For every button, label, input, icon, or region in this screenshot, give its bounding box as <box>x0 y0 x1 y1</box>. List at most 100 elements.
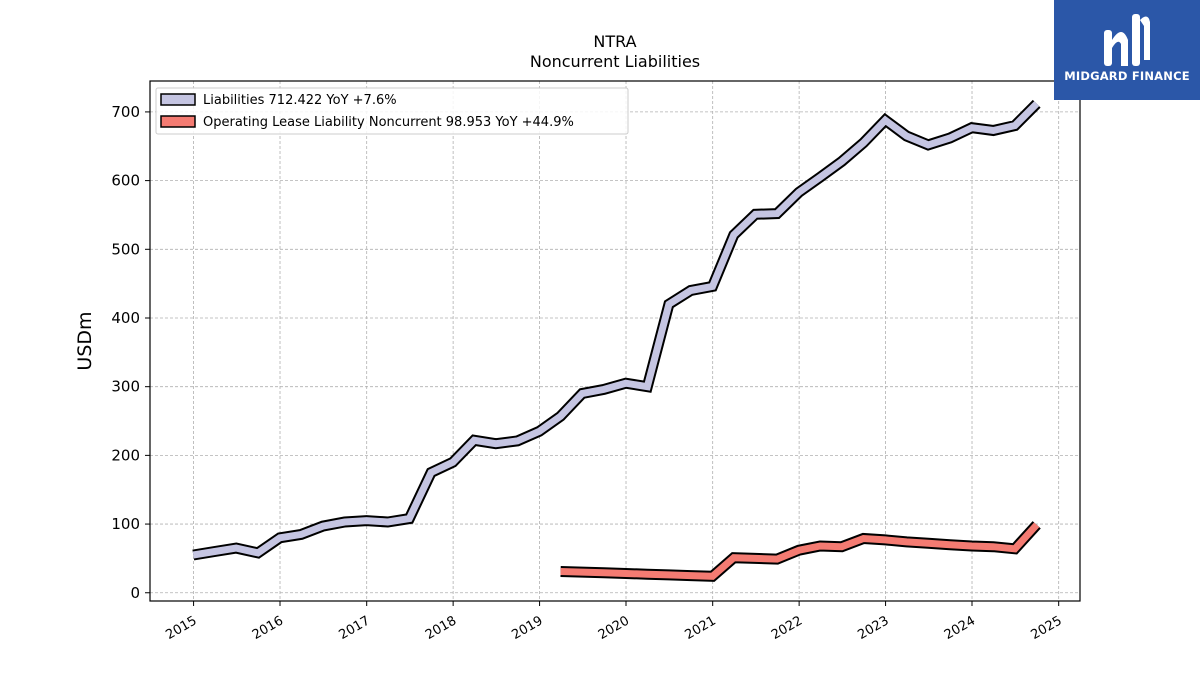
series-operating-lease-liability-noncurrent-point <box>950 544 951 545</box>
y-axis: 0 100 200 300 400 500 600 700 <box>111 103 150 602</box>
series-liabilities-point <box>344 522 345 523</box>
series-liabilities-point <box>193 555 194 556</box>
brand-logo-text: MIDGARD FINANCE <box>1064 69 1190 83</box>
series-liabilities-point <box>604 389 605 390</box>
series-liabilities-point <box>474 440 475 441</box>
x-tick-label: 2019 <box>509 613 545 643</box>
series-operating-lease-liability-noncurrent-point <box>582 572 583 573</box>
series-liabilities-point <box>452 462 453 463</box>
grid <box>150 81 1080 601</box>
brand-logo: MIDGARD FINANCE <box>1054 0 1200 100</box>
x-tick-label: 2018 <box>423 613 459 643</box>
y-tick-label: 300 <box>111 378 140 396</box>
series-operating-lease-liability-noncurrent-point <box>820 546 821 547</box>
series-liabilities-point <box>906 136 907 137</box>
series-operating-lease-liability-noncurrent-point <box>712 576 713 577</box>
series-liabilities-point <box>279 537 280 538</box>
x-tick-label: 2020 <box>596 613 632 643</box>
series-liabilities-outline <box>192 99 1041 561</box>
y-tick-label: 200 <box>111 446 140 464</box>
legend: Liabilities 712.422 YoY +7.6% Operating … <box>155 87 629 135</box>
x-tick-label: 2025 <box>1029 613 1065 643</box>
series-liabilities-point <box>236 548 237 549</box>
x-tick-label: 2024 <box>942 613 978 643</box>
x-tick-label: 2017 <box>337 613 373 643</box>
brand-logo-icon <box>1104 14 1150 66</box>
x-tick-label: 2015 <box>163 613 199 643</box>
series-operating-lease-liability-noncurrent-point <box>1014 548 1015 549</box>
series-operating-lease-liability-noncurrent-point <box>885 539 886 540</box>
series-operating-lease-liability-noncurrent-point <box>863 538 864 539</box>
series-liabilities-point <box>755 214 756 215</box>
x-tick-label: 2016 <box>250 613 286 643</box>
series-liabilities-point <box>733 234 734 235</box>
y-tick-label: 400 <box>111 309 140 327</box>
series-liabilities-point <box>625 383 626 384</box>
series-liabilities-point <box>971 127 972 128</box>
series-liabilities-point <box>560 416 561 417</box>
series-liabilities-point <box>409 518 410 519</box>
series-liabilities-point <box>690 290 691 291</box>
legend-label-liabilities: Liabilities 712.422 YoY +7.6% <box>203 93 397 108</box>
series-liabilities-point <box>214 551 215 552</box>
series-liabilities-point <box>950 138 951 139</box>
y-axis-label: USDm <box>74 311 96 370</box>
series-liabilities-point <box>322 526 323 527</box>
series-operating-lease-liability-noncurrent-point <box>993 546 994 547</box>
chart-title: NTRA <box>593 32 636 51</box>
series-liabilities-point <box>820 177 821 178</box>
series-liabilities-line <box>192 101 1040 559</box>
series-liabilities-point <box>301 534 302 535</box>
y-tick-label: 600 <box>111 172 140 190</box>
series-operating-lease-liability-noncurrent-point <box>928 543 929 544</box>
series-operating-lease-liability-noncurrent-point <box>1036 524 1037 525</box>
x-axis: 2015 2016 2017 2018 2019 2020 2021 2022 2023 2024… <box>163 601 1065 643</box>
series-liabilities-point <box>668 304 669 305</box>
series-liabilities-point <box>258 552 259 553</box>
y-tick-label: 500 <box>111 240 140 258</box>
series-operating-lease-liability-noncurrent-point <box>755 558 756 559</box>
y-tick-label: 700 <box>111 103 140 121</box>
series-liabilities-point <box>798 192 799 193</box>
series-liabilities-point <box>993 130 994 131</box>
chart-subtitle: Noncurrent Liabilities <box>530 52 700 71</box>
legend-label-operating-lease: Operating Lease Liability Noncurrent 98.… <box>203 115 574 130</box>
series-liabilities-point <box>517 440 518 441</box>
series-operating-lease-liability-noncurrent-point <box>604 572 605 573</box>
legend-swatch-liabilities <box>160 93 196 106</box>
plot-frame <box>149 80 1081 602</box>
series-liabilities-point <box>863 142 864 143</box>
series-operating-lease-liability-noncurrent-point <box>798 550 799 551</box>
series-liabilities-point <box>495 443 496 444</box>
x-tick-label: 2022 <box>769 613 805 643</box>
series-operating-lease-liability-noncurrent-point <box>777 559 778 560</box>
series-liabilities-point <box>885 120 886 121</box>
series-operating-lease-liability-noncurrent-point <box>906 541 907 542</box>
series-operating-lease-liability-noncurrent-point <box>690 575 691 576</box>
series-operating-lease-liability-noncurrent-point <box>733 557 734 558</box>
series-operating-lease-liability-noncurrent-point <box>625 573 626 574</box>
series-operating-lease-liability-noncurrent-point <box>841 546 842 547</box>
series-operating-lease-liability-noncurrent-point <box>668 574 669 575</box>
x-tick-label: 2021 <box>683 613 719 643</box>
y-tick-label: 100 <box>111 515 140 533</box>
series-liabilities-point <box>431 472 432 473</box>
series-operating-lease-liability-noncurrent-point <box>971 546 972 547</box>
x-tick-label: 2023 <box>855 613 891 643</box>
series-liabilities-point <box>841 161 842 162</box>
series-liabilities-point <box>366 520 367 521</box>
legend-swatch-operating-lease <box>160 115 196 128</box>
series-layer <box>192 99 1041 582</box>
series-operating-lease-liability-noncurrent-point <box>560 571 561 572</box>
series-liabilities-point <box>647 386 648 387</box>
y-tick-label: 0 <box>130 584 140 602</box>
series-operating-lease-liability-noncurrent-line <box>560 522 1040 580</box>
series-operating-lease-liability-noncurrent-point <box>647 574 648 575</box>
series-liabilities-point <box>582 393 583 394</box>
series-liabilities-point <box>928 144 929 145</box>
series-liabilities-point <box>712 286 713 287</box>
series-liabilities-point <box>1014 125 1015 126</box>
series-liabilities-point <box>387 522 388 523</box>
series-liabilities-point <box>777 213 778 214</box>
